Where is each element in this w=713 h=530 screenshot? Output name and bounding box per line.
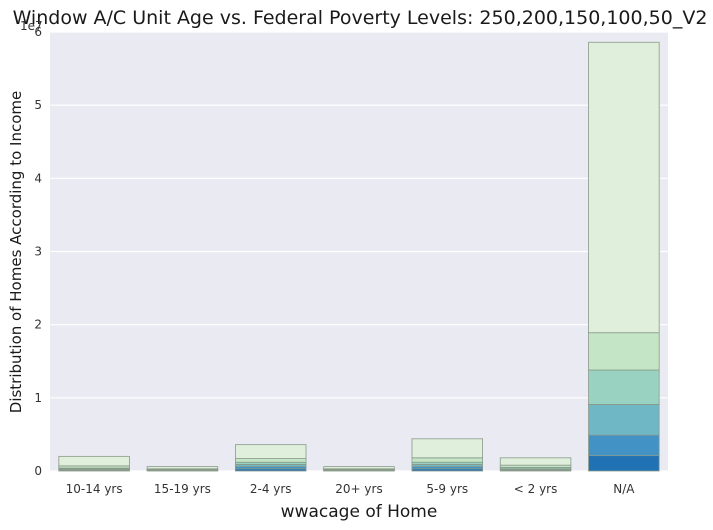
x-tick-label: 5-9 yrs xyxy=(426,482,468,496)
y-tick-label: 5 xyxy=(34,98,42,112)
bar-segment xyxy=(499,457,572,466)
x-axis-label: wwacage of Home xyxy=(281,502,438,522)
bar-segment xyxy=(234,444,307,459)
bar-segment xyxy=(411,457,484,463)
y-tick-label: 0 xyxy=(34,464,42,478)
bar-segment xyxy=(234,458,307,463)
bar-segment xyxy=(58,455,130,467)
y-tick-label: 6 xyxy=(34,25,42,39)
x-tick-label: 15-19 yrs xyxy=(154,482,211,496)
y-tick-label: 2 xyxy=(34,318,42,332)
bar-segment xyxy=(588,41,660,334)
bar-segment xyxy=(588,332,660,371)
y-tick-label: 3 xyxy=(34,245,42,259)
y-tick-label: 4 xyxy=(34,171,42,185)
bar-segment xyxy=(411,438,484,459)
bar-segment xyxy=(323,466,395,470)
x-tick-label: 20+ yrs xyxy=(335,482,382,496)
y-axis-scale-label: 1e7 xyxy=(20,19,43,33)
bar-segment xyxy=(588,404,660,436)
x-tick-label: 2-4 yrs xyxy=(250,482,292,496)
bar-segment xyxy=(146,466,219,470)
plot-area: 0 1 2 3 4 5 6 10-14 yrs 15-19 yrs 2-4 yrs 20+ yrs 5… xyxy=(34,25,668,496)
x-tick-label: 10-14 yrs xyxy=(66,482,123,496)
bar-segment xyxy=(588,455,660,472)
x-tick-label: < 2 yrs xyxy=(514,482,558,496)
x-tick-label: N/A xyxy=(613,482,635,496)
bar-segment xyxy=(588,369,660,405)
y-axis-label: Distribution of Homes According to Incom… xyxy=(7,91,25,413)
chart-title: Window A/C Unit Age vs. Federal Poverty … xyxy=(13,7,708,29)
y-tick-label: 1 xyxy=(34,391,42,405)
bar-segment xyxy=(588,434,660,457)
